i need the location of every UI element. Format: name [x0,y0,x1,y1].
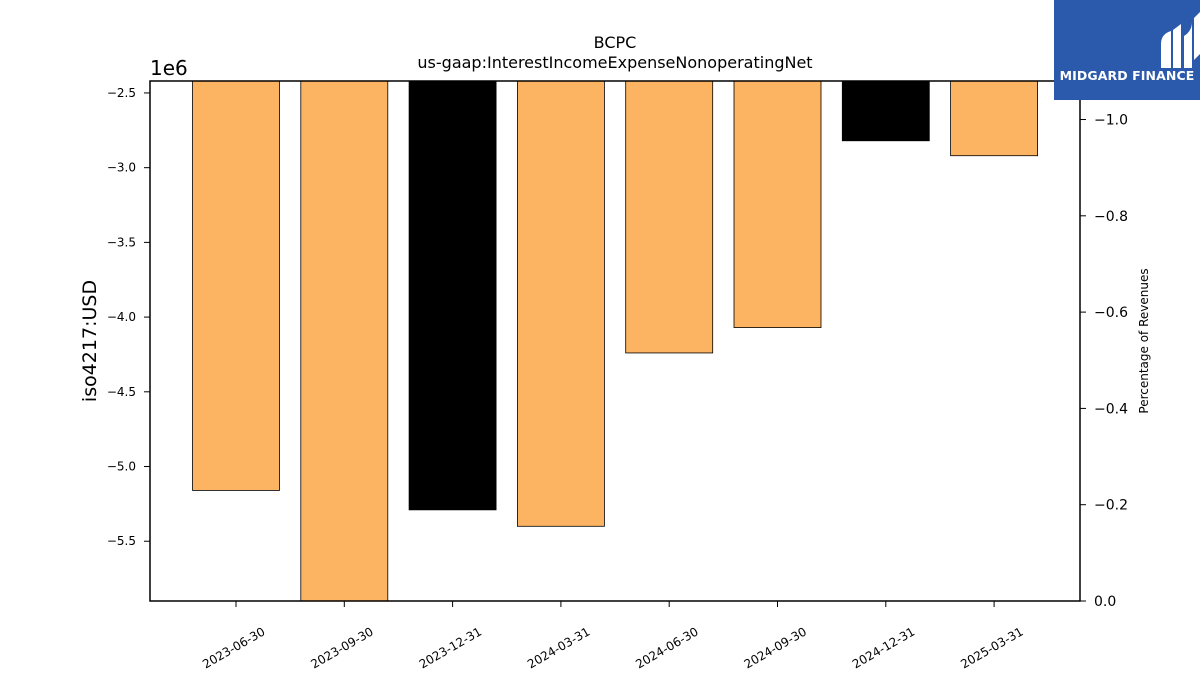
bar-2024-06-30 [625,80,714,354]
y-tick-label: −5.0 [107,460,136,474]
y2-tick-label: −0.4 [1094,401,1128,417]
y-axis-label: iso4217:USD [79,280,101,402]
y-tick-label: −3.0 [107,161,136,175]
y-tick-label: −4.5 [107,385,136,399]
x-tick-label: 2025-03-31 [958,624,1025,671]
y2-tick-label: 0.0 [1094,594,1116,610]
bar-2023-06-30 [192,80,280,491]
chart-title: BCPC [594,33,637,52]
x-tick-label: 2023-12-31 [417,624,484,671]
bar-2023-09-30 [300,80,389,602]
y-axis-offset-label: 1e6 [150,56,188,80]
x-tick-label: 2024-03-31 [525,624,592,671]
bar-2025-03-31 [950,80,1038,157]
chart-subtitle: us-gaap:InterestIncomeExpenseNonoperatin… [417,53,812,72]
y-tick-label: −4.0 [107,310,136,324]
logo-text: MIDGARD FINANCE [1059,68,1195,83]
bar-2024-09-30 [733,80,822,328]
y2-tick-label: −0.6 [1094,305,1128,321]
x-tick-label: 2024-12-31 [850,624,917,671]
x-tick-label: 2024-09-30 [742,624,809,671]
y2-axis-label: Percentage of Revenues [1137,268,1151,413]
plot-frame [149,80,1081,602]
bar-2023-12-31 [408,80,497,511]
y-tick-label: −5.5 [107,534,136,548]
x-tick-label: 2023-09-30 [308,624,375,671]
y2-tick-label: −0.8 [1094,209,1128,225]
bar-2024-03-31 [517,80,605,527]
x-tick-label: 2024-06-30 [633,624,700,671]
y2-tick-label: −1.0 [1094,113,1128,129]
y2-tick-label: −0.2 [1094,498,1128,514]
midgard-logo-icon [1161,12,1200,68]
y-tick-label: −2.5 [107,86,136,100]
midgard-finance-logo: MIDGARD FINANCE [1054,0,1200,100]
x-tick-label: 2023-06-30 [200,624,267,671]
y-tick-label: −3.5 [107,235,136,249]
bar-2024-12-31 [841,80,930,142]
